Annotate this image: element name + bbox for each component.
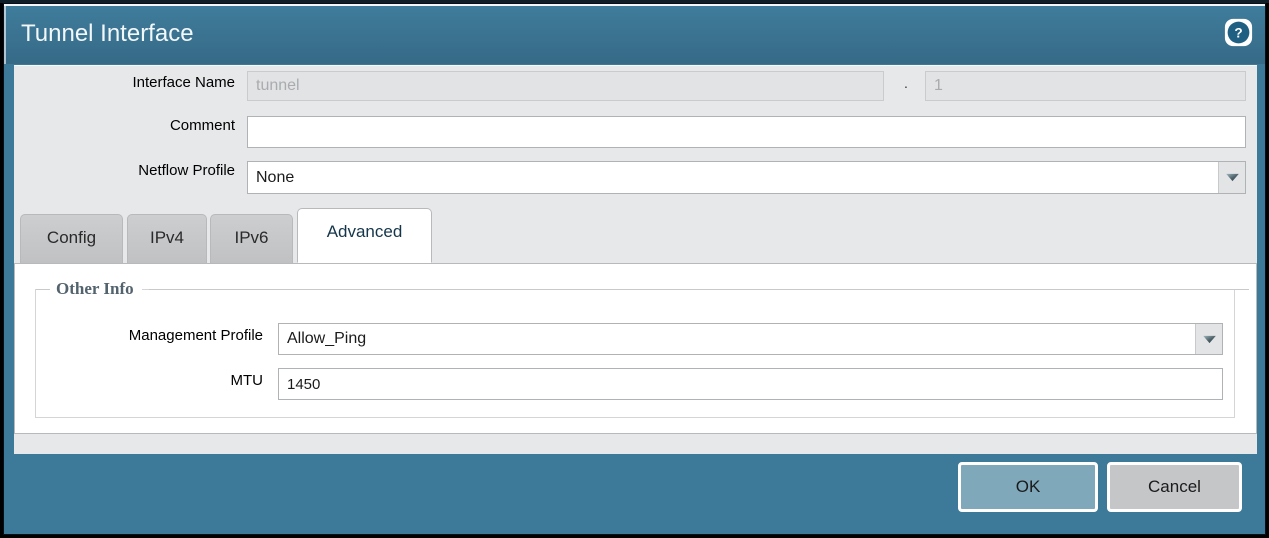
svg-text:?: ? bbox=[1234, 25, 1242, 40]
